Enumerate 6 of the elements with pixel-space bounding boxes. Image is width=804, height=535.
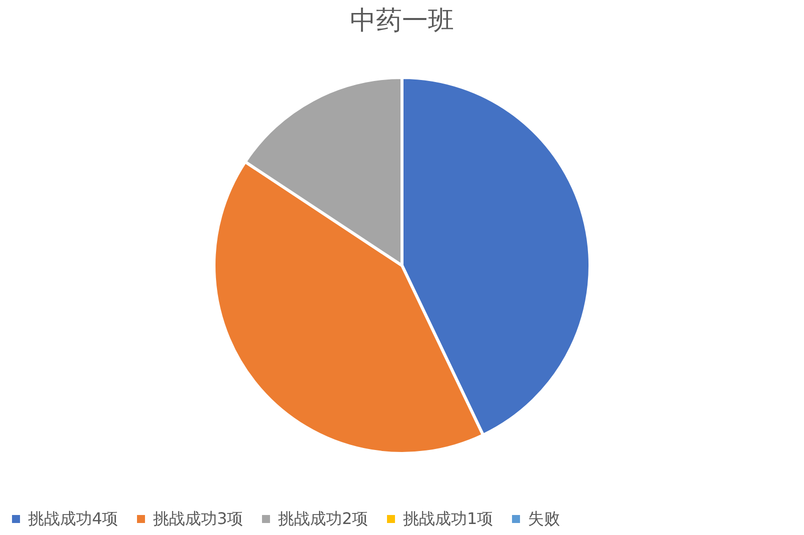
legend-label: 挑战成功2项 xyxy=(278,509,368,528)
legend-label: 失败 xyxy=(528,509,560,528)
legend-label: 挑战成功3项 xyxy=(153,509,244,528)
legend-label: 挑战成功1项 xyxy=(403,509,494,528)
legend-label: 挑战成功4项 xyxy=(28,509,118,528)
chart-title: 中药一班 xyxy=(350,6,454,36)
